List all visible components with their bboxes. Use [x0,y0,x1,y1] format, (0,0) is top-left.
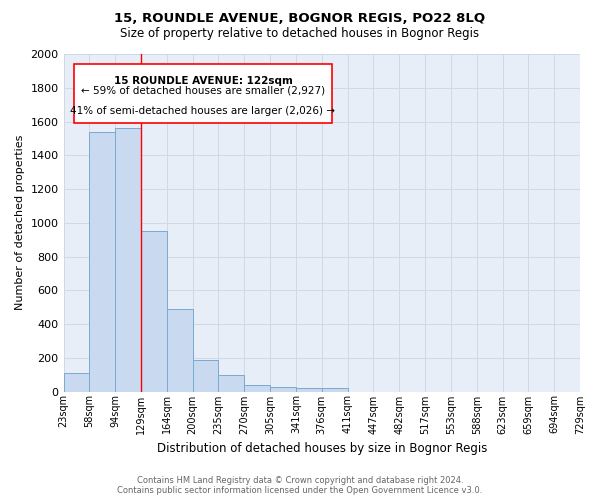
Bar [141,231,167,392]
Text: 15, ROUNDLE AVENUE, BOGNOR REGIS, PO22 8LQ: 15, ROUNDLE AVENUE, BOGNOR REGIS, PO22 8… [115,12,485,26]
X-axis label: Distribution of detached houses by size in Bognor Regis: Distribution of detached houses by size … [157,442,487,455]
Text: 41% of semi-detached houses are larger (2,026) →: 41% of semi-detached houses are larger (… [70,106,335,117]
Bar [193,360,218,392]
Bar [167,309,193,392]
Text: 15 ROUNDLE AVENUE: 122sqm: 15 ROUNDLE AVENUE: 122sqm [113,76,292,86]
Text: Contains HM Land Registry data © Crown copyright and database right 2024.
Contai: Contains HM Land Registry data © Crown c… [118,476,482,495]
Bar [115,128,141,392]
FancyBboxPatch shape [74,64,332,123]
Bar [244,385,270,392]
Bar [89,132,115,392]
Bar [270,387,296,392]
Y-axis label: Number of detached properties: Number of detached properties [15,135,25,310]
Bar [64,373,89,392]
Bar [218,374,244,392]
Bar [296,388,322,392]
Text: ← 59% of detached houses are smaller (2,927): ← 59% of detached houses are smaller (2,… [81,86,325,96]
Bar [322,388,347,392]
Text: Size of property relative to detached houses in Bognor Regis: Size of property relative to detached ho… [121,28,479,40]
